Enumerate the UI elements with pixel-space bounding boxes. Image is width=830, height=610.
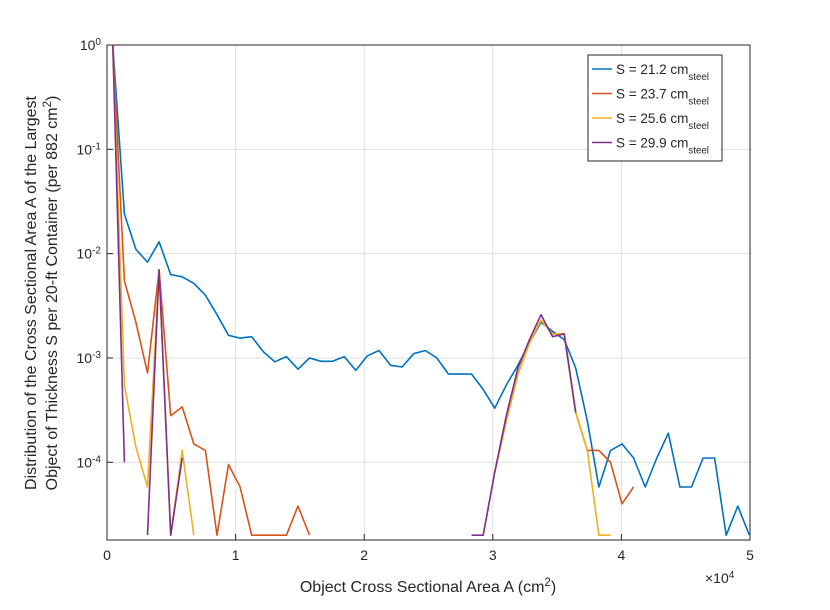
y-axis-label: Object of Thickness S per 20-ft Containe… (42, 96, 61, 491)
y-tick-label: 10-2 (76, 245, 101, 262)
series-line (112, 44, 577, 536)
series-line (112, 44, 751, 536)
axes-box (106, 44, 751, 541)
x-tick-label: 0 (103, 547, 111, 563)
legend-label: S = 29.9 cmsteel (616, 136, 709, 157)
legend-label: S = 21.2 cmsteel (616, 62, 709, 83)
y-tick-label: 100 (80, 37, 102, 54)
x-tick-label: 4 (618, 547, 626, 563)
legend-label: S = 25.6 cmsteel (616, 111, 709, 132)
y-axis-label: Distribution of the Cross Sectional Area… (23, 95, 40, 490)
x-tick-label: 2 (360, 547, 368, 563)
x-tick-label: 3 (489, 547, 497, 563)
x-tick-label: 5 (746, 547, 754, 563)
x-tick-label: 1 (232, 547, 240, 563)
legend-box (587, 54, 723, 162)
y-tick-label: 10-4 (76, 454, 101, 471)
y-tick-label: 10-1 (76, 141, 101, 158)
x-axis-label: Object Cross Sectional Area A (cm2) (300, 577, 556, 596)
x-multiplier: ×104 (705, 570, 735, 587)
legend-label: S = 23.7 cmsteel (616, 87, 709, 108)
y-tick-label: 10-3 (76, 349, 101, 366)
